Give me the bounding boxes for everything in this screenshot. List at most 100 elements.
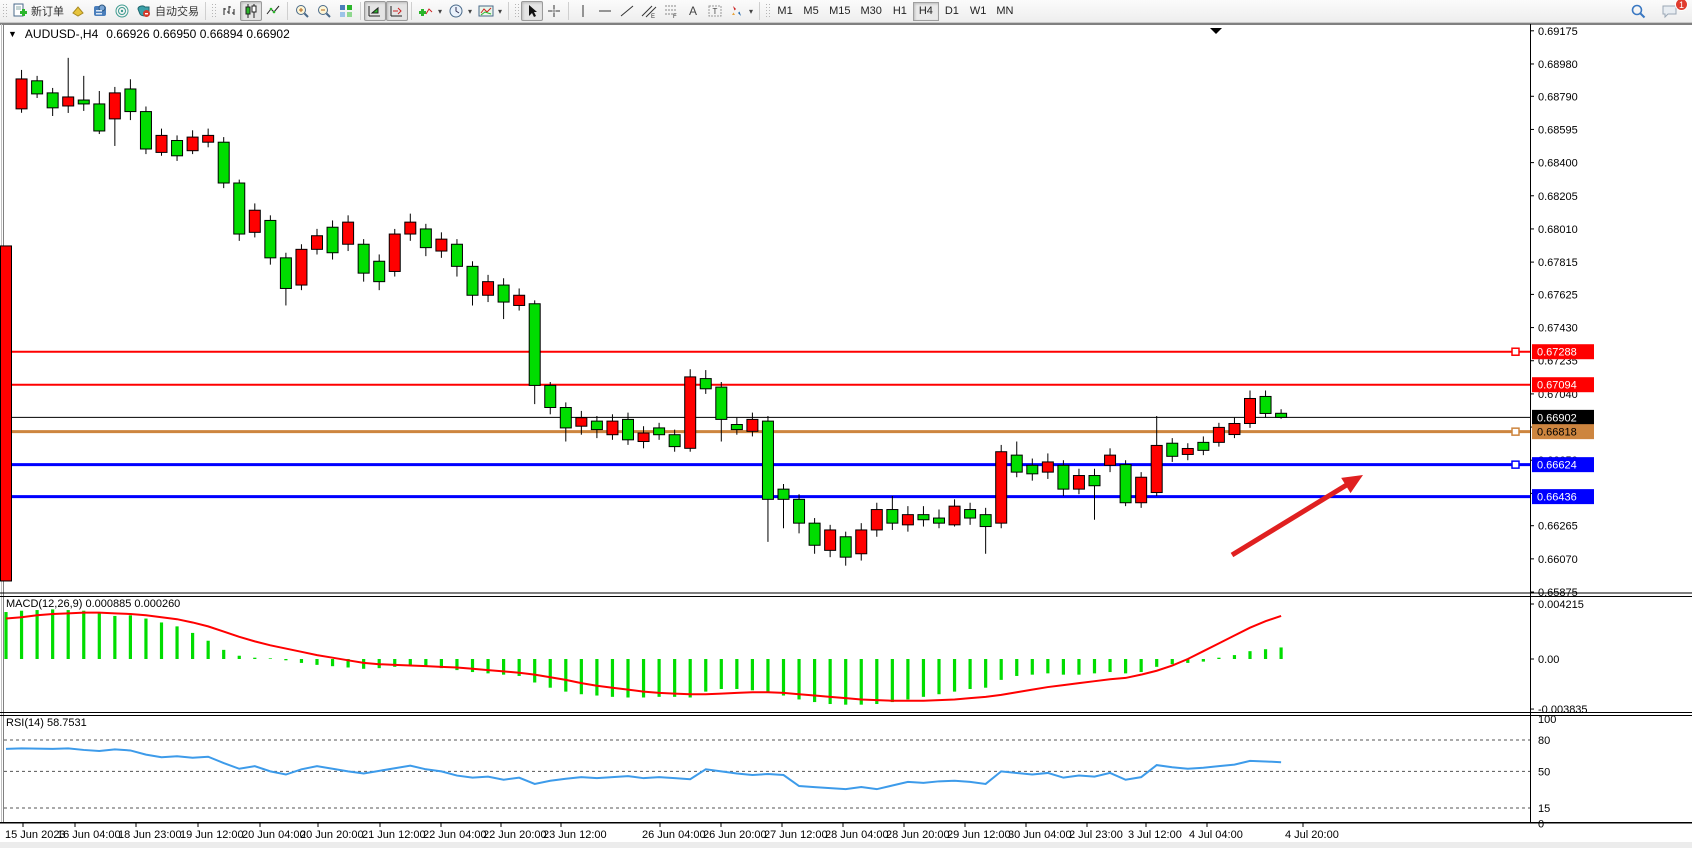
svg-text:2 Jul 23:00: 2 Jul 23:00: [1069, 829, 1123, 841]
price-chart-canvas[interactable]: 0.69175 0.68980 0.68790 0.68595 0.68400 0.682…: [0, 23, 1692, 848]
chart-title-caret-icon[interactable]: ▼: [8, 29, 17, 39]
crosshair-tool-button[interactable]: [543, 1, 565, 21]
chart-shift-icon: [389, 3, 405, 19]
dropdown-caret-icon: ▾: [498, 6, 503, 16]
macd-panel: [4, 609, 1283, 705]
zoom-out-icon: [316, 3, 332, 19]
quotes-icon: [70, 3, 86, 19]
main-toolbar: 新订单 自动交易 ▾ ▾: [0, 0, 1692, 23]
notifications-button[interactable]: 1: [1658, 0, 1688, 21]
zoom-in-button[interactable]: [291, 1, 313, 21]
cursor-icon: [524, 3, 540, 19]
svg-text:0.66436: 0.66436: [1537, 492, 1577, 504]
templates-button[interactable]: ▾: [475, 1, 505, 21]
arrows-tool-button[interactable]: ▾: [726, 1, 756, 21]
svg-text:0.68980: 0.68980: [1538, 59, 1578, 71]
svg-text:23 Jun 12:00: 23 Jun 12:00: [543, 829, 607, 841]
tile-windows-button[interactable]: [335, 1, 357, 21]
rsi-panel: [4, 739, 1530, 809]
toolbar-grip[interactable]: [2, 3, 7, 19]
svg-text:15: 15: [1538, 803, 1550, 815]
svg-text:F: F: [673, 14, 677, 19]
search-button[interactable]: [1627, 1, 1650, 21]
svg-text:0: 0: [1538, 819, 1544, 831]
svg-text:-0.003835: -0.003835: [1538, 704, 1588, 716]
svg-text:0.65875: 0.65875: [1538, 587, 1578, 599]
timeframe-button-m1[interactable]: M1: [777, 5, 793, 17]
line-chart-icon: [265, 3, 281, 19]
svg-text:22 Jun 20:00: 22 Jun 20:00: [483, 829, 547, 841]
toolbar-grip[interactable]: [514, 3, 520, 19]
chart-ohlc-values: 0.66926 0.66950 0.66894 0.66902: [106, 27, 290, 41]
svg-text:4 Jul 20:00: 4 Jul 20:00: [1285, 829, 1339, 841]
market-watch-button[interactable]: [89, 1, 111, 21]
fibonacci-tool-button[interactable]: F: [660, 1, 682, 21]
chart-window[interactable]: 0.69175 0.68980 0.68790 0.68595 0.68400 0.682…: [0, 23, 1692, 848]
trendline-icon: [619, 3, 635, 19]
timeframe-button-w1[interactable]: W1: [969, 5, 987, 17]
svg-text:26 Jun 20:00: 26 Jun 20:00: [703, 829, 767, 841]
trendline-tool-button[interactable]: [616, 1, 638, 21]
timeframe-button-mn[interactable]: MN: [996, 5, 1014, 17]
toolbar-separator: [759, 2, 761, 20]
text-label-tool-button[interactable]: T: [704, 1, 726, 21]
bar-chart-mode-button[interactable]: [218, 1, 240, 21]
svg-text:20 Jun 20:00: 20 Jun 20:00: [300, 829, 364, 841]
toolbar-grip[interactable]: [211, 3, 216, 19]
toolbar-separator: [205, 2, 206, 20]
svg-text:100: 100: [1538, 714, 1556, 726]
svg-text:28 Jun 04:00: 28 Jun 04:00: [825, 829, 889, 841]
svg-text:0.69175: 0.69175: [1538, 26, 1578, 38]
timeframe-button-m15[interactable]: M15: [829, 5, 851, 17]
line-chart-mode-button[interactable]: [262, 1, 284, 21]
horizontal-line-tool-button[interactable]: [594, 1, 616, 21]
timeframe-button-d1[interactable]: D1: [944, 5, 959, 17]
candlestick-icon: [243, 3, 259, 19]
text-tool-button[interactable]: A: [682, 1, 704, 21]
svg-text:22 Jun 04:00: 22 Jun 04:00: [423, 829, 487, 841]
svg-text:29 Jun 12:00: 29 Jun 12:00: [947, 829, 1011, 841]
timeframe-bar: M1 M5 M15 M30 H1 H4 D1 W1 MN: [772, 1, 1018, 21]
chart-shift-button[interactable]: [386, 1, 408, 21]
toolbar-grip[interactable]: [765, 3, 771, 19]
auto-trading-button[interactable]: 自动交易: [133, 1, 202, 21]
equidistant-channel-tool-button[interactable]: E: [638, 1, 660, 21]
svg-text:18 Jun 23:00: 18 Jun 23:00: [118, 829, 182, 841]
svg-text:0.67815: 0.67815: [1538, 257, 1578, 269]
indicators-button[interactable]: ▾: [415, 1, 445, 21]
horizontal-line-icon: [597, 3, 613, 19]
news-button[interactable]: [111, 1, 133, 21]
notification-badge: 1: [1675, 0, 1688, 11]
auto-scroll-button[interactable]: [364, 1, 386, 21]
toolbar-separator: [360, 2, 361, 20]
new-order-button[interactable]: 新订单: [9, 1, 67, 21]
quotes-button[interactable]: [67, 1, 89, 21]
chart-scroll-marker: [1210, 28, 1222, 34]
candlesticks: [0, 57, 1288, 582]
rsi-value: 58.7531: [46, 717, 87, 729]
equidistant-channel-icon: E: [641, 3, 657, 19]
timeframe-button-h1[interactable]: H1: [892, 5, 907, 17]
dropdown-caret-icon: ▾: [438, 6, 443, 16]
toolbar-separator: [411, 2, 412, 20]
timeframe-button-m5[interactable]: M5: [803, 5, 819, 17]
svg-text:0.66265: 0.66265: [1538, 521, 1578, 533]
new-order-icon: [12, 3, 28, 19]
vertical-line-tool-button[interactable]: [572, 1, 594, 21]
periods-button[interactable]: ▾: [445, 1, 475, 21]
svg-text:28 Jun 20:00: 28 Jun 20:00: [886, 829, 950, 841]
timeframe-button-m30[interactable]: M30: [860, 5, 882, 17]
svg-text:15 Jun 2023: 15 Jun 2023: [5, 829, 66, 841]
timeframe-button-h4[interactable]: H4: [912, 1, 939, 21]
price-axis[interactable]: 0.69175 0.68980 0.68790 0.68595 0.68400 0.682…: [1530, 26, 1594, 831]
svg-text:0.68205: 0.68205: [1538, 191, 1578, 203]
candlestick-mode-button[interactable]: [240, 1, 262, 21]
market-watch-icon: [92, 3, 108, 19]
svg-text:26 Jun 04:00: 26 Jun 04:00: [642, 829, 706, 841]
toolbar-separator: [568, 2, 570, 20]
zoom-out-button[interactable]: [313, 1, 335, 21]
cursor-tool-button[interactable]: [521, 1, 544, 21]
arrows-tool-icon: [729, 3, 745, 19]
clock-icon: [448, 3, 464, 19]
